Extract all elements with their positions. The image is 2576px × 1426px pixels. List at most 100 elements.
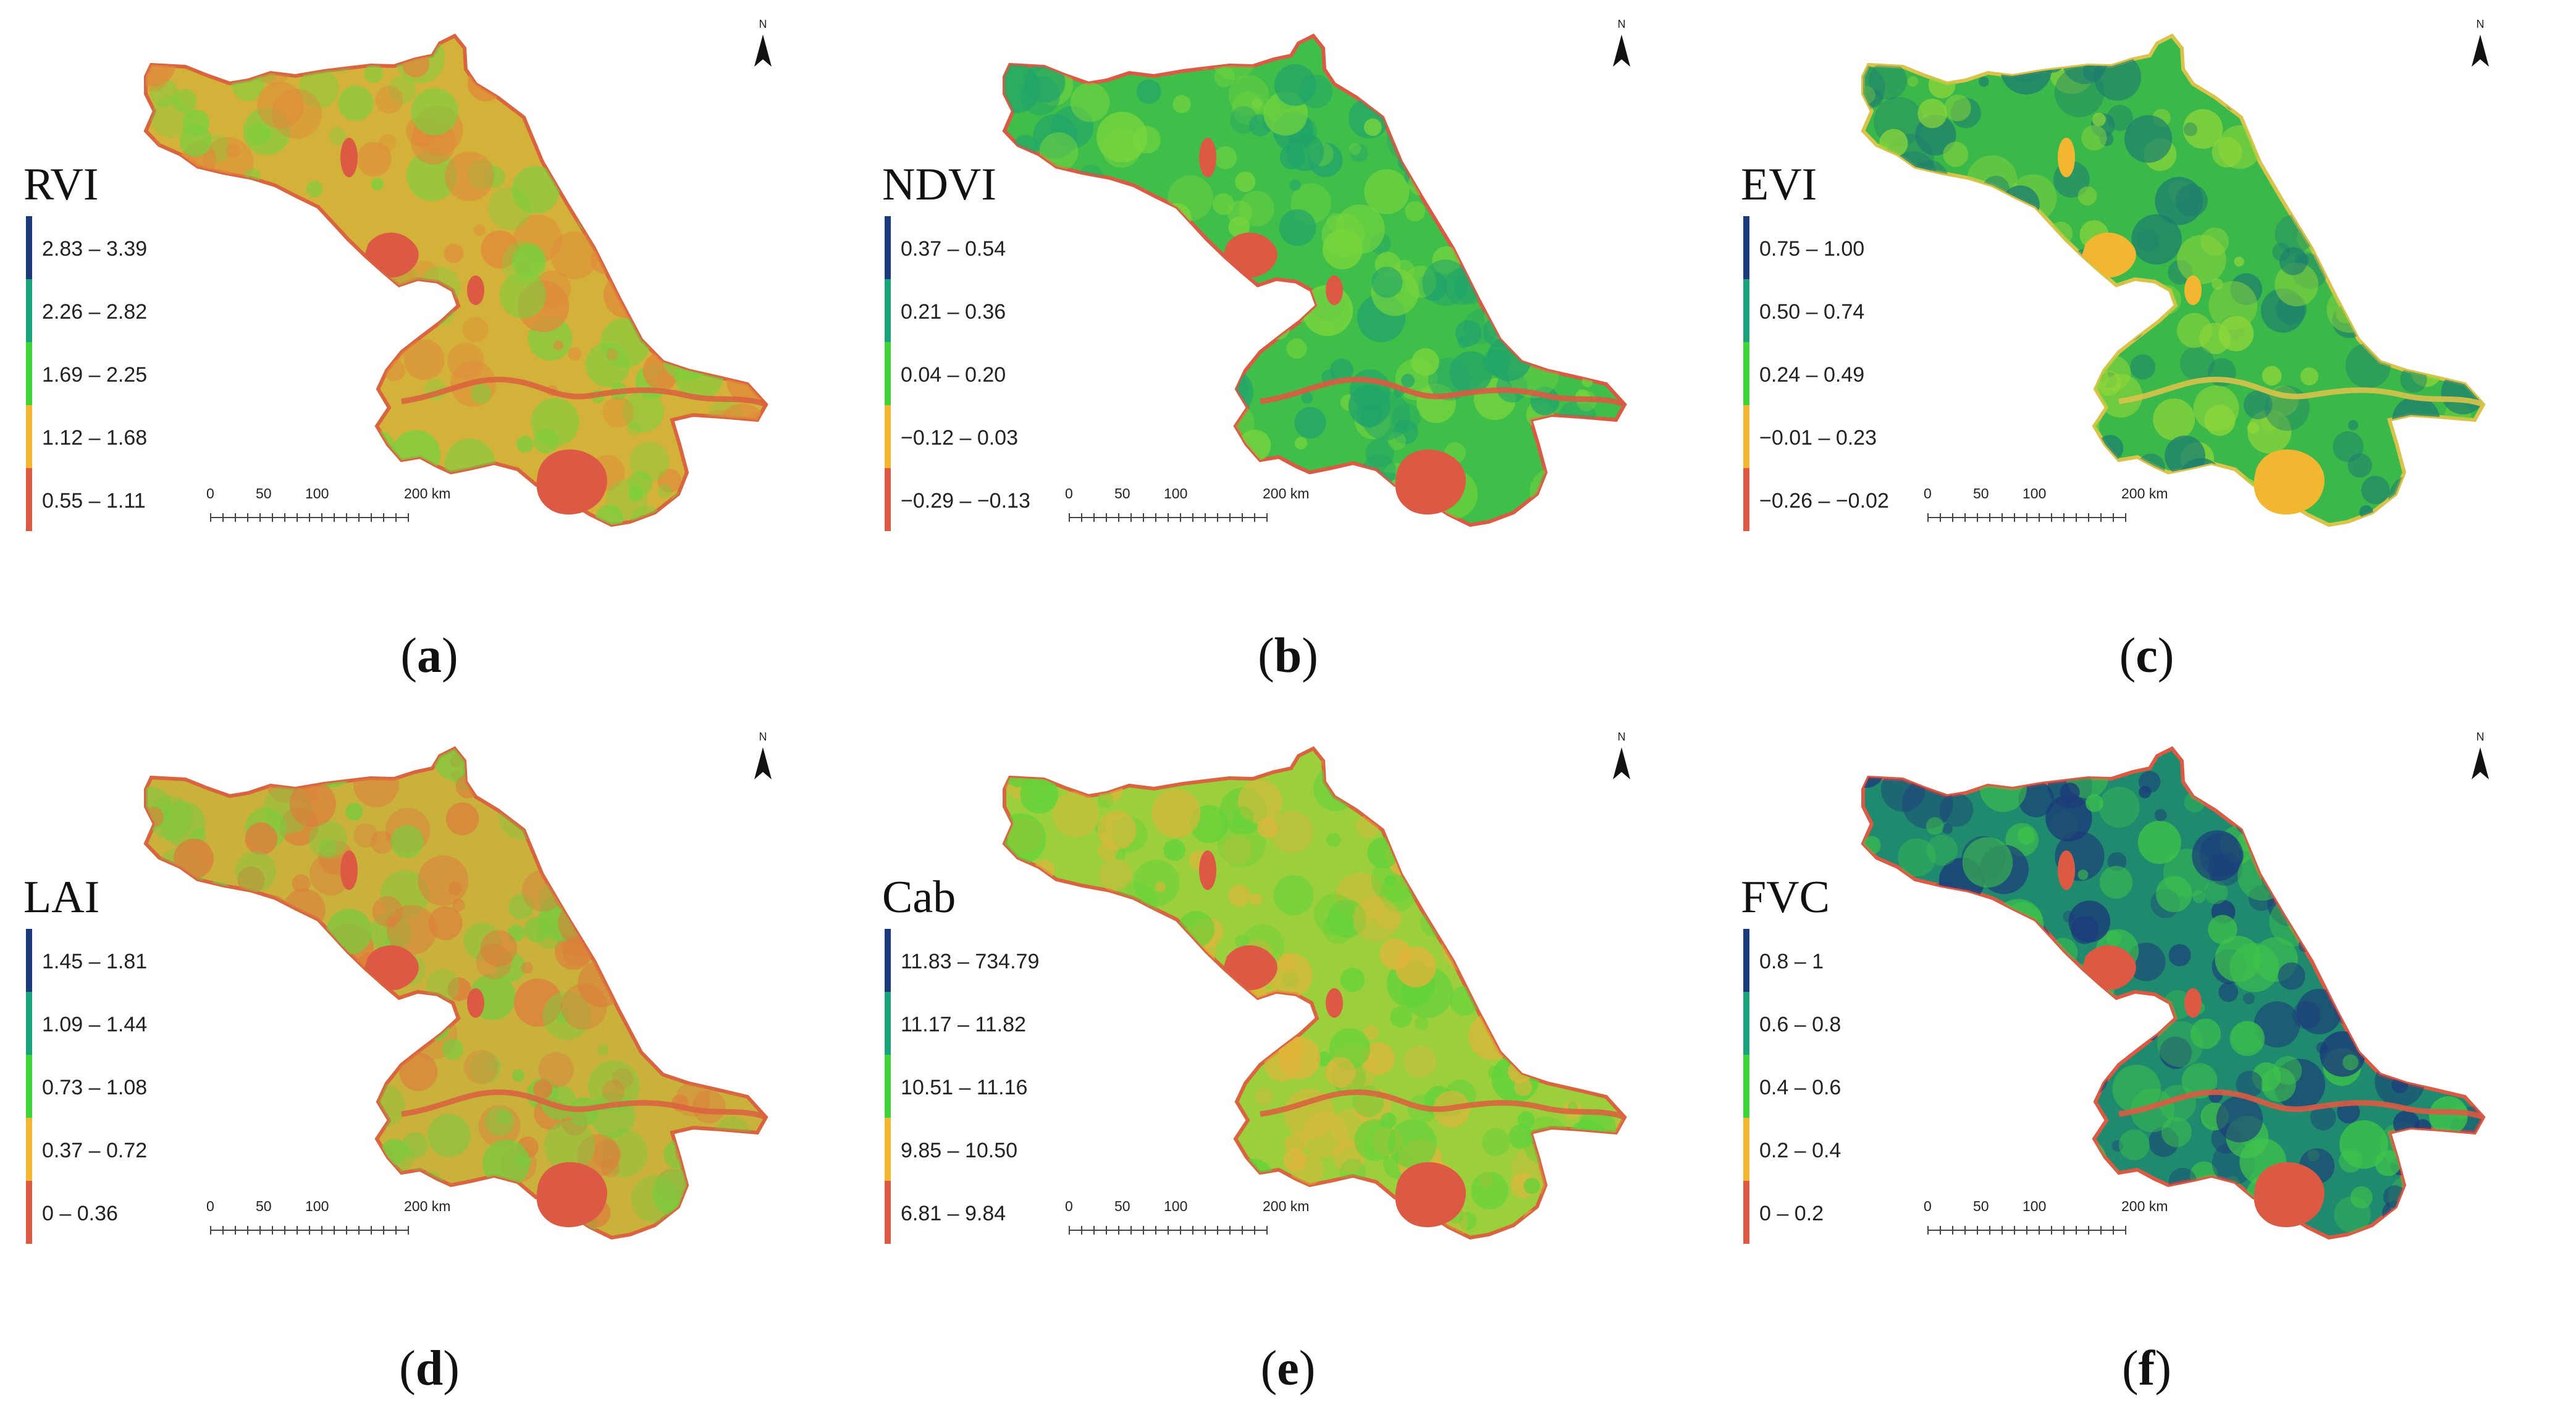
lake-gaoyou — [1326, 275, 1343, 305]
map-panel-a: RVI 2.83 – 3.39 2.26 – 2.82 1.69 – 2.25 1.12… — [0, 0, 859, 713]
legend-color-bar — [1743, 216, 1749, 531]
legend-label: 0.73 – 1.08 — [42, 1076, 148, 1099]
scale-label: 50 — [256, 485, 272, 501]
index-title: LAI — [23, 872, 100, 923]
legend-swatch — [26, 279, 32, 342]
north-arrow-icon — [754, 35, 772, 67]
scale-label: 0 — [1065, 485, 1073, 501]
legend-swatch — [885, 342, 891, 405]
legend-swatch — [1743, 405, 1749, 468]
index-title: RVI — [23, 159, 99, 210]
scale-label: 200 km — [1263, 485, 1310, 501]
legend-label: 0.4 – 0.6 — [1759, 1076, 1842, 1099]
scale-label: 100 — [1164, 485, 1188, 501]
scale-label: 0 — [1924, 485, 1932, 501]
province-map — [1002, 33, 1627, 527]
legend-color-bar — [26, 216, 32, 531]
scale-label: 50 — [1973, 485, 1989, 501]
lake-taihu — [2254, 1162, 2325, 1228]
legend-swatch — [1743, 992, 1749, 1055]
legend-label: 0.24 – 0.49 — [1759, 363, 1865, 387]
scale-ruler — [1927, 513, 2126, 522]
legend-swatch — [26, 342, 32, 405]
legend-label: 1.09 – 1.44 — [42, 1013, 148, 1036]
legend-swatch — [1743, 216, 1749, 279]
legend-swatch — [1743, 468, 1749, 531]
legend-label: 11.83 – 734.79 — [901, 950, 1040, 973]
lake-luoma — [1199, 850, 1216, 890]
scale-label: 50 — [256, 1198, 272, 1214]
panel-caption: (c) — [2119, 629, 2174, 683]
map-panel-e: Cab 11.83 – 734.79 11.17 – 11.82 10.51 – 11… — [859, 713, 1717, 1425]
legend-color-bar — [26, 929, 32, 1244]
lake-hongze — [2081, 945, 2136, 991]
legend-label: 0.75 – 1.00 — [1759, 237, 1865, 261]
north-arrow-icon — [754, 747, 772, 779]
north-label: N — [1617, 18, 1626, 30]
lake-taihu — [1395, 449, 1466, 515]
panel-letter: b — [1274, 629, 1302, 683]
legend-swatch — [885, 405, 891, 468]
north-arrow-icon — [2472, 35, 2489, 67]
lake-taihu — [2254, 449, 2325, 515]
legend-label: 0 – 0.36 — [42, 1202, 118, 1225]
river-line — [2118, 376, 2483, 408]
index-title: FVC — [1741, 872, 1830, 923]
legend-label: 0.04 – 0.20 — [901, 363, 1006, 387]
scale-label: 100 — [2022, 485, 2047, 501]
legend-swatch — [1743, 1181, 1749, 1244]
legend-label: 1.69 – 2.25 — [42, 363, 148, 387]
legend-swatch — [885, 929, 891, 992]
panel-caption: (b) — [1258, 629, 1318, 683]
legend-swatch — [26, 1055, 32, 1118]
panel-caption: (e) — [1260, 1341, 1316, 1396]
north-label: N — [2476, 18, 2485, 30]
scale-ruler — [1927, 1226, 2126, 1235]
province-map — [143, 33, 768, 527]
lake-gaoyou — [1326, 988, 1343, 1018]
legend-label: 11.17 – 11.82 — [901, 1013, 1026, 1036]
river-line — [401, 1089, 766, 1120]
map-panel-f: FVC 0.8 – 1 0.6 – 0.8 0.4 – 0.6 0.2 – 0.4 0 –… — [1717, 713, 2576, 1425]
panel-caption: (a) — [400, 629, 458, 683]
legend-swatch — [26, 468, 32, 531]
legend-color-bar — [885, 216, 891, 531]
scale-label: 100 — [1164, 1198, 1188, 1214]
legend-label: −0.01 – 0.23 — [1759, 426, 1877, 450]
legend-label: 6.81 – 9.84 — [901, 1202, 1006, 1225]
legend-swatch — [26, 992, 32, 1055]
scale-label: 100 — [305, 1198, 329, 1214]
lake-hongze — [363, 945, 419, 991]
scale-ruler — [1069, 1226, 1268, 1235]
scale-label: 100 — [305, 485, 329, 501]
legend-swatch — [1743, 279, 1749, 342]
scale-label: 0 — [206, 485, 214, 501]
legend-label: 1.12 – 1.68 — [42, 426, 148, 450]
legend-label: 0.37 – 0.54 — [901, 237, 1006, 261]
province-map — [143, 746, 768, 1240]
scale-label: 200 km — [404, 485, 451, 501]
lake-hongze — [363, 232, 419, 278]
scale-ruler — [210, 1226, 409, 1235]
legend-swatch — [885, 216, 891, 279]
panel-letter: a — [417, 629, 442, 683]
map-panel-c: EVI 0.75 – 1.00 0.50 – 0.74 0.24 – 0.49 −0.0… — [1717, 0, 2576, 713]
lake-hongze — [1222, 945, 1277, 991]
lake-gaoyou — [467, 275, 484, 305]
lake-gaoyou — [467, 988, 484, 1018]
legend-label: −0.12 – 0.03 — [901, 426, 1019, 450]
north-arrow-icon — [2472, 747, 2489, 779]
province-map — [1861, 746, 2486, 1240]
legend-label: −0.29 – −0.13 — [901, 489, 1030, 513]
index-title: NDVI — [882, 159, 996, 210]
scale-label: 0 — [206, 1198, 214, 1214]
legend-label: 9.85 – 10.50 — [901, 1139, 1018, 1162]
index-title: Cab — [882, 872, 956, 923]
legend-swatch — [26, 929, 32, 992]
panel-letter: c — [2136, 629, 2158, 683]
legend-swatch — [885, 992, 891, 1055]
legend-label: 1.45 – 1.81 — [42, 950, 148, 973]
lake-luoma — [2058, 138, 2075, 177]
lake-taihu — [1395, 1162, 1466, 1228]
north-arrow-icon — [1613, 747, 1630, 779]
